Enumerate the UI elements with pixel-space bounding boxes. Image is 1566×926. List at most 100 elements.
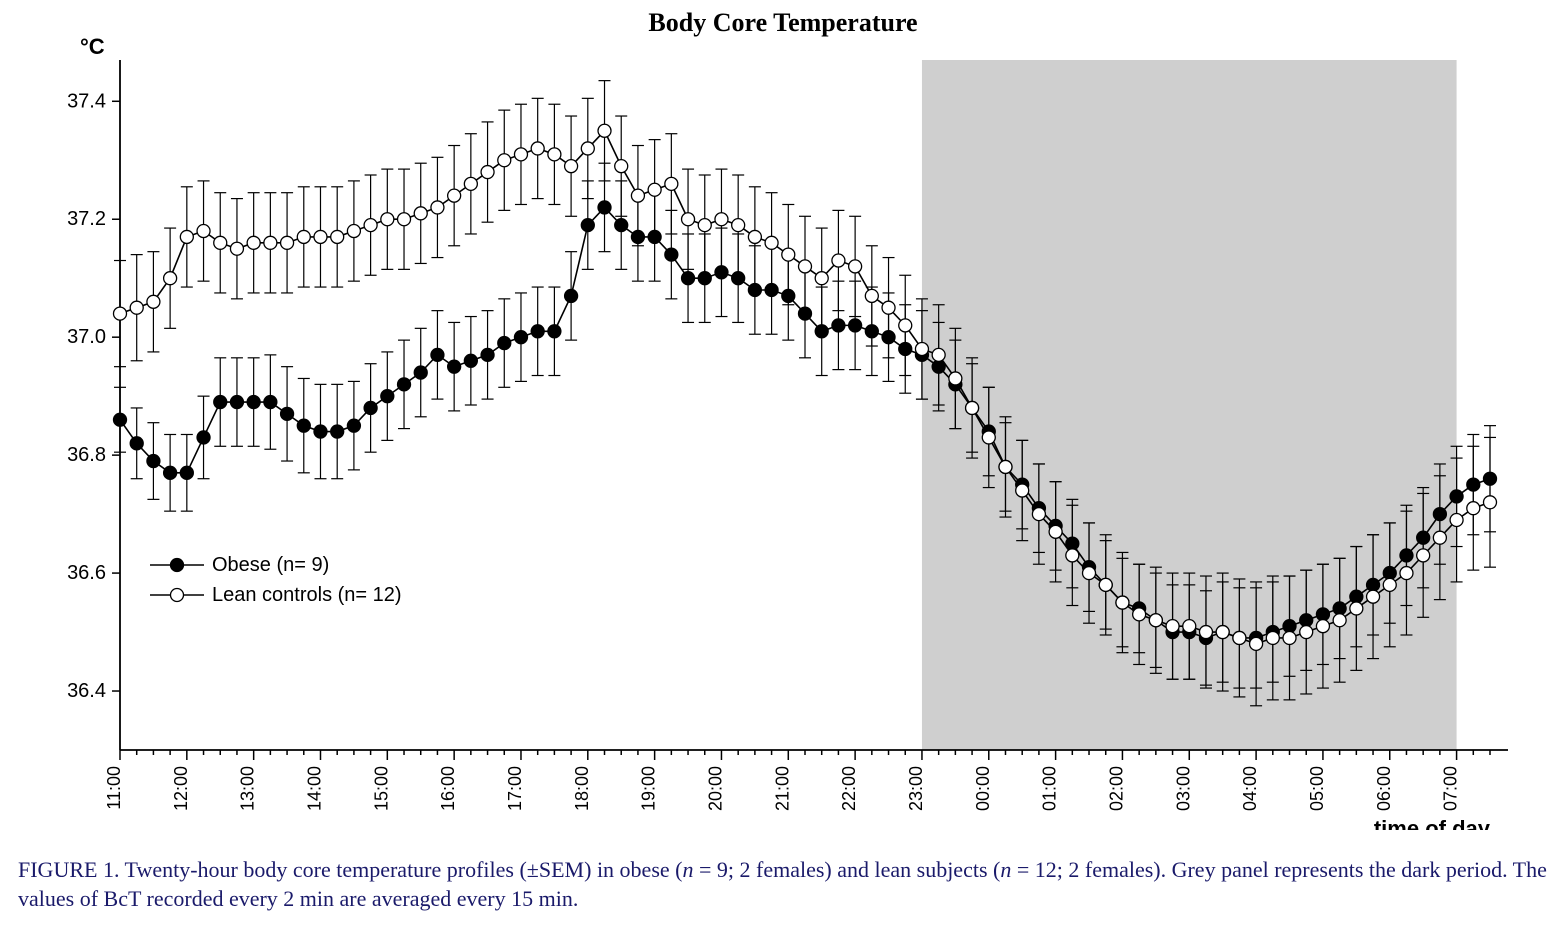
data-marker: [147, 295, 160, 308]
data-marker: [147, 455, 160, 468]
data-marker: [381, 213, 394, 226]
caption-text-1: FIGURE 1. Twenty-hour body core temperat…: [18, 857, 682, 882]
x-tick-label: 11:00: [104, 766, 124, 810]
data-marker: [130, 301, 143, 314]
x-tick-label: 16:00: [438, 766, 458, 811]
data-marker: [514, 148, 527, 161]
data-marker: [682, 272, 695, 285]
data-marker: [915, 342, 928, 355]
data-marker: [331, 230, 344, 243]
data-marker: [1032, 508, 1045, 521]
caption-text-2: = 9; 2 females) and lean subjects (: [693, 857, 1000, 882]
data-marker: [431, 348, 444, 361]
data-marker: [398, 378, 411, 391]
data-marker: [431, 201, 444, 214]
data-marker: [164, 466, 177, 479]
data-marker: [114, 307, 127, 320]
x-tick-label: 06:00: [1374, 766, 1394, 811]
legend-label: Obese (n= 9): [212, 554, 329, 576]
data-marker: [1300, 626, 1313, 639]
x-tick-label: 22:00: [839, 766, 859, 811]
data-marker: [1283, 631, 1296, 644]
data-marker: [481, 348, 494, 361]
x-tick-label: 00:00: [973, 766, 993, 811]
data-marker: [1083, 567, 1096, 580]
data-marker: [531, 142, 544, 155]
data-marker: [1484, 496, 1497, 509]
data-marker: [464, 354, 477, 367]
x-tick-label: 23:00: [906, 766, 926, 811]
data-marker: [448, 189, 461, 202]
data-marker: [548, 148, 561, 161]
data-marker: [1250, 637, 1263, 650]
data-marker: [364, 219, 377, 232]
data-marker: [1066, 549, 1079, 562]
data-marker: [230, 242, 243, 255]
data-marker: [464, 177, 477, 190]
data-marker: [1133, 608, 1146, 621]
data-marker: [1266, 631, 1279, 644]
data-marker: [1233, 631, 1246, 644]
data-marker: [1016, 484, 1029, 497]
data-marker: [548, 325, 561, 338]
data-marker: [180, 230, 193, 243]
caption-n2: n: [1000, 857, 1011, 882]
x-tick-label: 14:00: [304, 766, 324, 811]
data-marker: [832, 254, 845, 267]
legend: Obese (n= 9) Lean controls (n= 12): [150, 554, 402, 606]
data-marker: [999, 460, 1012, 473]
data-marker: [748, 230, 761, 243]
data-marker: [414, 207, 427, 220]
data-marker: [114, 413, 127, 426]
data-marker: [214, 396, 227, 409]
x-tick-label: 02:00: [1106, 766, 1126, 811]
data-marker: [865, 289, 878, 302]
data-marker: [665, 248, 678, 261]
x-tick-label: 05:00: [1307, 766, 1327, 811]
data-marker: [682, 213, 695, 226]
data-marker: [1216, 626, 1229, 639]
data-marker: [264, 236, 277, 249]
data-marker: [665, 177, 678, 190]
data-marker: [297, 419, 310, 432]
x-tick-label: 03:00: [1173, 766, 1193, 811]
data-marker: [398, 213, 411, 226]
data-marker: [815, 272, 828, 285]
data-marker: [832, 319, 845, 332]
x-tick-label: 19:00: [639, 766, 659, 811]
legend-label: Lean controls (n= 12): [212, 584, 402, 606]
data-marker: [1049, 525, 1062, 538]
x-tick-label: 07:00: [1441, 766, 1461, 811]
y-tick-label: 36.4: [67, 680, 106, 702]
data-marker: [297, 230, 310, 243]
data-marker: [1183, 620, 1196, 633]
x-tick-label: 18:00: [572, 766, 592, 811]
y-tick-label: 36.6: [67, 562, 106, 584]
data-marker: [281, 236, 294, 249]
data-marker: [448, 360, 461, 373]
data-marker: [581, 142, 594, 155]
data-marker: [765, 236, 778, 249]
data-marker: [1166, 620, 1179, 633]
data-marker: [331, 425, 344, 438]
data-marker: [1099, 578, 1112, 591]
data-marker: [498, 154, 511, 167]
data-marker: [381, 390, 394, 403]
data-marker: [1467, 502, 1480, 515]
data-marker: [414, 366, 427, 379]
data-marker: [882, 301, 895, 314]
data-marker: [782, 248, 795, 261]
caption-n1: n: [682, 857, 693, 882]
data-marker: [598, 201, 611, 214]
legend-marker: [171, 559, 184, 572]
x-tick-label: 21:00: [772, 766, 792, 811]
data-marker: [197, 431, 210, 444]
data-marker: [565, 289, 578, 302]
data-marker: [849, 319, 862, 332]
data-marker: [648, 183, 661, 196]
data-marker: [314, 425, 327, 438]
data-marker: [932, 348, 945, 361]
data-marker: [164, 272, 177, 285]
figure-caption: FIGURE 1. Twenty-hour body core temperat…: [18, 856, 1548, 913]
data-marker: [1367, 590, 1380, 603]
